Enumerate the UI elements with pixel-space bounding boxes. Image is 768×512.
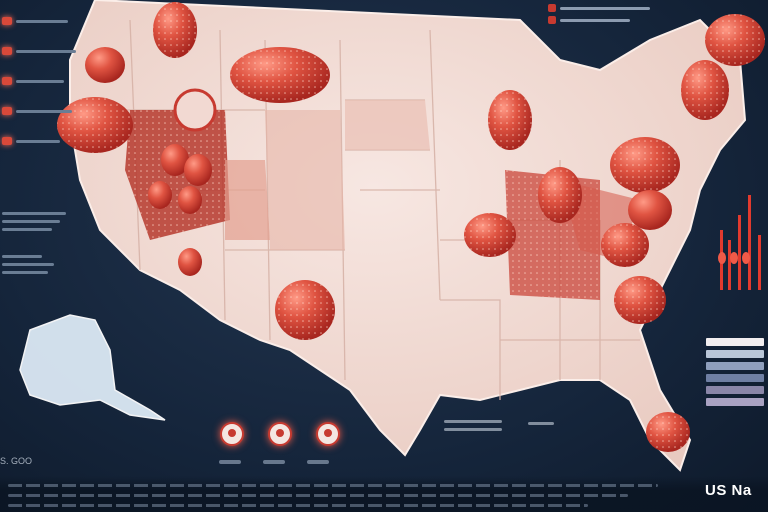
text-bar (2, 220, 60, 223)
text-bar (16, 109, 72, 113)
legend-row (706, 350, 764, 358)
top-labels (548, 2, 708, 26)
mainland-us-shape (69, 0, 747, 472)
strawberry-icon (2, 17, 12, 25)
left-panel-row (2, 126, 82, 156)
left-panel-row (2, 66, 82, 96)
strawberry-markers (57, 2, 765, 452)
legend-row (706, 398, 764, 406)
map-pin-icon[interactable] (220, 422, 244, 446)
legend-row (706, 362, 764, 370)
text-bar (16, 79, 64, 83)
footer-text-line (8, 504, 588, 507)
strawberry-icon (2, 137, 12, 145)
bar-chart-decoration (720, 195, 761, 290)
left-info-panel (2, 6, 82, 156)
corner-label: S. GOO (0, 456, 33, 466)
top-label-row (548, 14, 708, 26)
legend-row (706, 386, 764, 394)
text-bar (2, 263, 54, 266)
text-bar (560, 6, 650, 10)
text-bar (2, 271, 48, 274)
footer-text-line (8, 494, 628, 497)
strawberry-icon (2, 47, 12, 55)
top-label-row (548, 2, 708, 14)
left-panel-row (2, 96, 82, 126)
right-legend (706, 338, 764, 410)
map-pin-icon[interactable] (316, 422, 340, 446)
text-bar (444, 420, 502, 423)
legend-row (706, 338, 764, 346)
text-bar (2, 228, 52, 231)
text-bar (528, 422, 554, 425)
left-panel-row (2, 6, 82, 36)
text-bar (444, 428, 502, 431)
pin-label (263, 460, 285, 464)
text-bar (560, 18, 630, 22)
strawberry-icon (548, 16, 556, 24)
text-bar (16, 19, 68, 23)
bar-chart-dots (718, 252, 750, 264)
text-bar (16, 139, 60, 143)
strawberry-icon (548, 4, 556, 12)
footer-text-line (8, 484, 658, 487)
left-notes (2, 212, 72, 274)
shaded-regions (125, 100, 640, 300)
text-bar (2, 255, 42, 258)
legend-row (706, 374, 764, 382)
map-title: US Na (705, 482, 752, 499)
alaska-shape (19, 314, 166, 421)
left-panel-row (2, 36, 82, 66)
text-bar (2, 212, 66, 215)
pin-label (219, 460, 241, 464)
map-pin-icon[interactable] (268, 422, 292, 446)
text-bar (16, 49, 76, 53)
strawberry-icon (2, 107, 12, 115)
strawberry-icon (2, 77, 12, 85)
pin-label (307, 460, 329, 464)
map-pins (220, 422, 340, 446)
